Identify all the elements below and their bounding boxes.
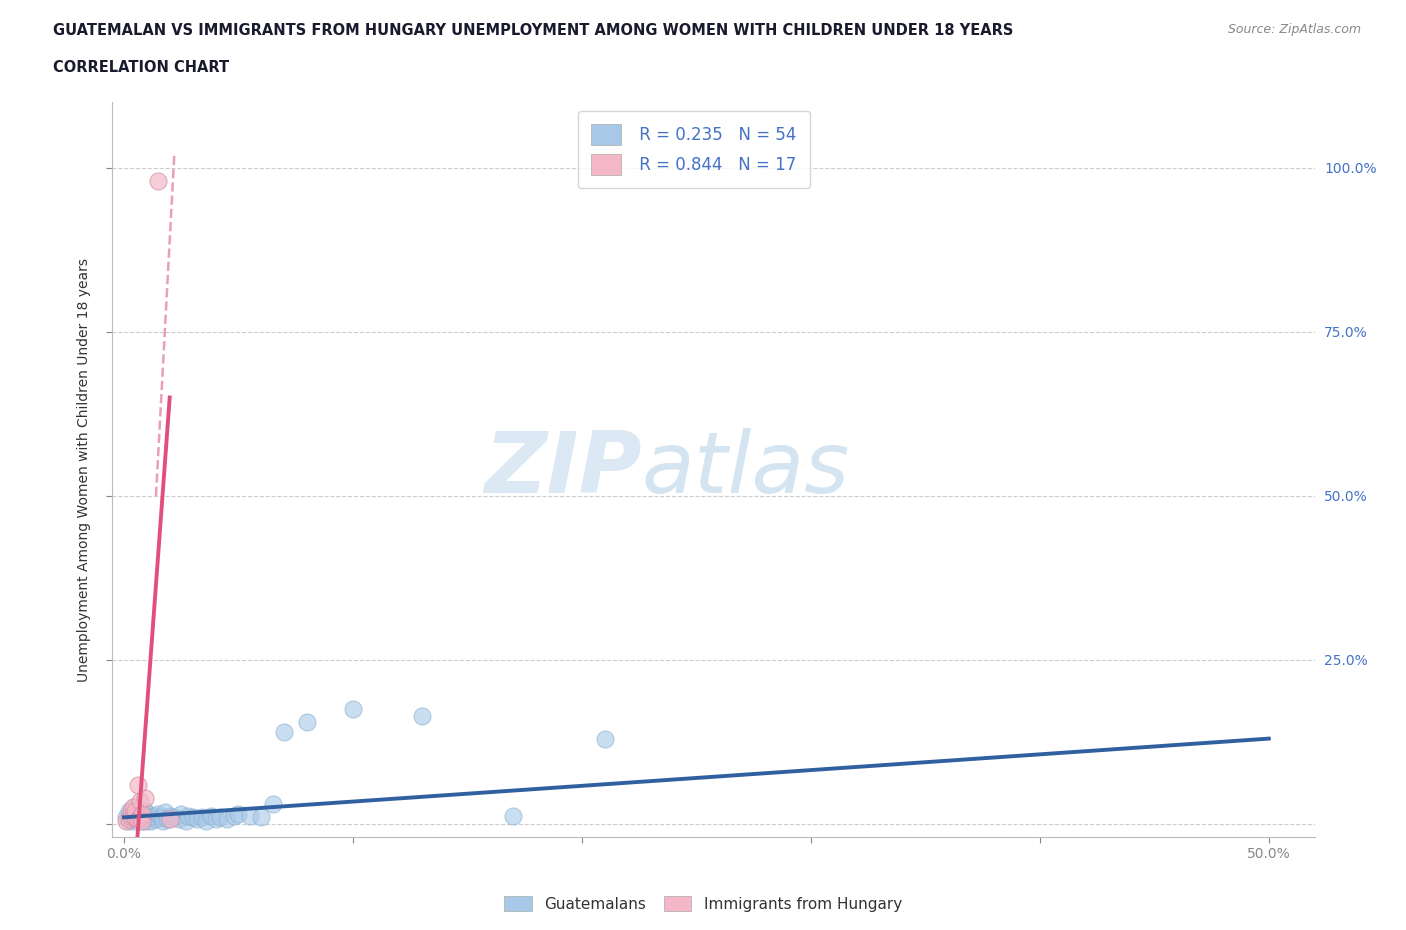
Point	[593, 731, 616, 746]
Point	[159, 811, 181, 826]
Point	[115, 813, 138, 828]
Point	[122, 810, 145, 825]
Text: GUATEMALAN VS IMMIGRANTS FROM HUNGARY UNEMPLOYMENT AMONG WOMEN WITH CHILDREN UND: GUATEMALAN VS IMMIGRANTS FROM HUNGARY UN…	[53, 23, 1014, 38]
Point	[228, 806, 250, 821]
Point	[195, 813, 218, 828]
Point	[141, 813, 163, 828]
Point	[129, 810, 152, 825]
Point	[186, 811, 208, 826]
Point	[138, 810, 160, 825]
Point	[411, 709, 433, 724]
Point	[134, 810, 156, 825]
Point	[122, 804, 145, 818]
Point	[120, 810, 142, 825]
Point	[200, 808, 222, 823]
Point	[129, 793, 152, 808]
Point	[215, 811, 238, 826]
Point	[153, 804, 176, 819]
Point	[295, 715, 318, 730]
Point	[342, 701, 364, 716]
Point	[117, 811, 139, 826]
Point	[120, 804, 142, 818]
Point	[120, 806, 142, 821]
Point	[148, 806, 170, 821]
Point	[204, 811, 226, 826]
Point	[174, 813, 197, 828]
Point	[142, 808, 165, 823]
Point	[170, 806, 193, 821]
Point	[131, 813, 153, 828]
Point	[148, 174, 170, 189]
Point	[191, 810, 214, 825]
Point	[129, 811, 152, 826]
Text: atlas: atlas	[641, 428, 849, 512]
Point	[122, 808, 145, 823]
Point	[120, 811, 142, 826]
Legend:  R = 0.235   N = 54,  R = 0.844   N = 17: R = 0.235 N = 54, R = 0.844 N = 17	[578, 111, 810, 189]
Text: Source: ZipAtlas.com: Source: ZipAtlas.com	[1227, 23, 1361, 36]
Point	[239, 808, 262, 823]
Point	[131, 806, 153, 821]
Point	[149, 810, 172, 825]
Point	[177, 808, 200, 823]
Point	[124, 813, 146, 828]
Point	[122, 800, 145, 815]
Point	[159, 808, 181, 823]
Point	[117, 804, 139, 818]
Point	[209, 810, 232, 825]
Point	[115, 810, 138, 825]
Point	[134, 790, 156, 805]
Point	[145, 811, 167, 826]
Point	[502, 808, 524, 823]
Point	[167, 811, 190, 826]
Point	[124, 810, 146, 825]
Point	[129, 804, 152, 819]
Point	[124, 804, 146, 818]
Point	[131, 813, 153, 828]
Point	[127, 777, 149, 792]
Point	[131, 806, 153, 821]
Point	[124, 800, 146, 815]
Point	[127, 811, 149, 826]
Y-axis label: Unemployment Among Women with Children Under 18 years: Unemployment Among Women with Children U…	[77, 258, 91, 682]
Point	[127, 810, 149, 825]
Point	[262, 797, 284, 812]
Point	[124, 806, 146, 821]
Point	[134, 804, 156, 818]
Point	[181, 810, 204, 825]
Point	[250, 810, 273, 825]
Point	[152, 813, 174, 828]
Legend: Guatemalans, Immigrants from Hungary: Guatemalans, Immigrants from Hungary	[498, 889, 908, 918]
Point	[135, 806, 157, 821]
Point	[127, 804, 149, 818]
Point	[273, 724, 295, 739]
Point	[135, 813, 157, 828]
Point	[222, 808, 245, 823]
Point	[117, 813, 139, 828]
Text: CORRELATION CHART: CORRELATION CHART	[53, 60, 229, 75]
Point	[163, 810, 186, 825]
Point	[156, 811, 179, 826]
Text: ZIP: ZIP	[484, 428, 641, 512]
